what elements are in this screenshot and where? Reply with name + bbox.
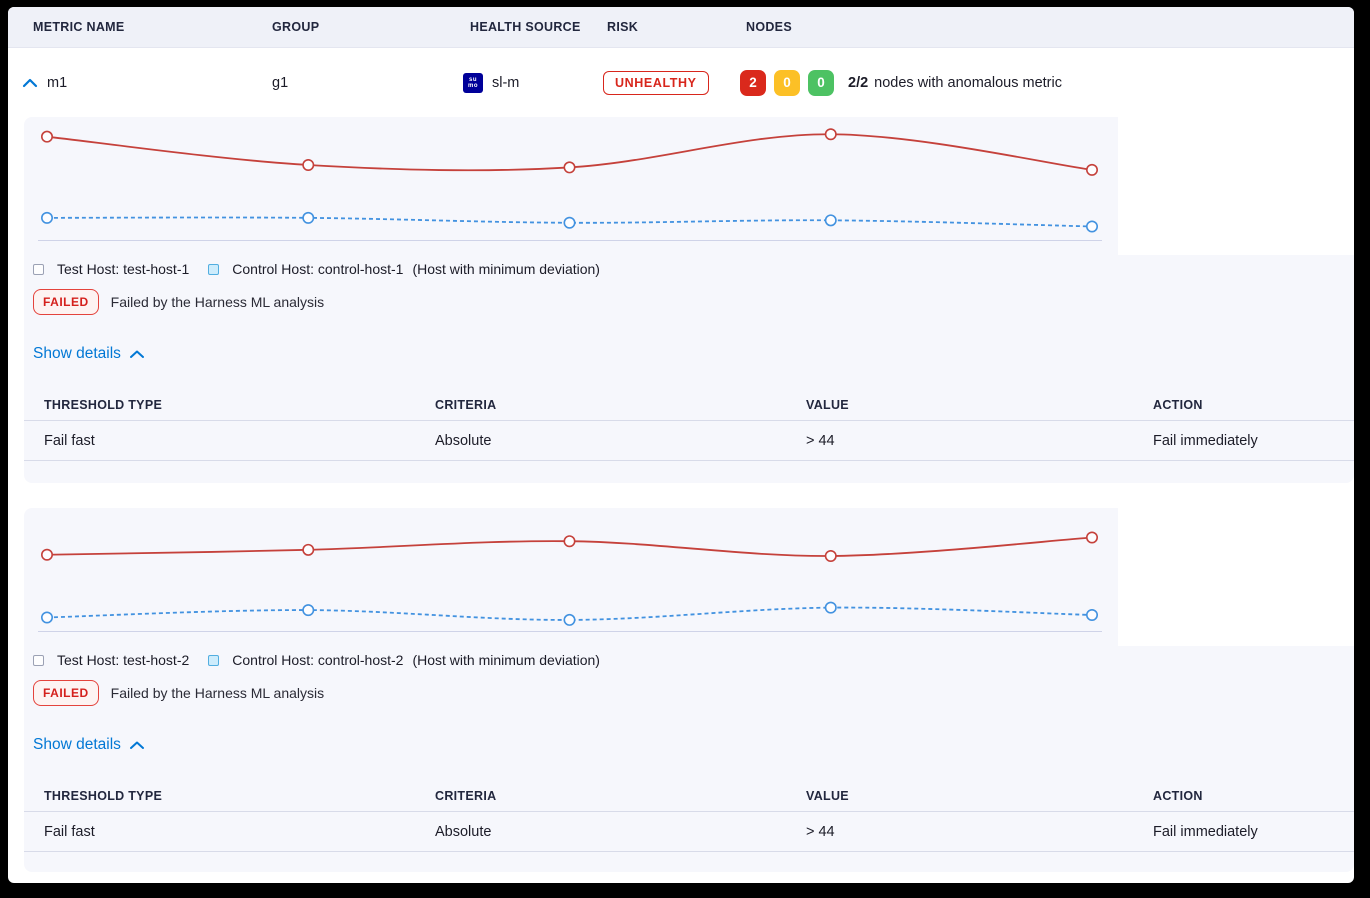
column-metric-name: METRIC NAME (33, 20, 125, 34)
data-point-marker (1086, 220, 1099, 233)
collapse-chevron-up-icon[interactable] (22, 78, 38, 88)
threshold-type-header: THRESHOLD TYPE (44, 397, 163, 412)
analysis-status-row-2: FAILED Failed by the Harness ML analysis (33, 680, 1354, 706)
action-cell: Fail immediately (1153, 823, 1258, 840)
chart-side-spacer-2 (1118, 508, 1354, 646)
data-point-marker (824, 601, 837, 614)
control-host-note: (Host with minimum deviation) (412, 261, 600, 277)
data-point-marker (302, 604, 315, 617)
health-source-cell: su mo sl-m (463, 72, 520, 93)
health-source-value: sl-m (492, 74, 520, 91)
column-health-source: HEALTH SOURCE (470, 20, 581, 34)
group-value: g1 (272, 74, 289, 91)
show-details-label: Show details (33, 345, 121, 362)
criteria-header: CRITERIA (435, 788, 497, 803)
chart-side-spacer-1 (1118, 117, 1354, 255)
timeseries-chart-2[interactable] (24, 508, 1118, 646)
control-host-note: (Host with minimum deviation) (412, 652, 600, 668)
control-host-checkbox[interactable] (208, 263, 220, 275)
control-host-checkbox[interactable] (208, 654, 220, 666)
chart-row-2 (24, 508, 1354, 646)
action-header: ACTION (1153, 397, 1203, 412)
data-point-marker (563, 535, 576, 548)
value-cell: > 44 (806, 823, 835, 840)
nodes-summary-text: nodes with anomalous metric (874, 74, 1062, 91)
test-host-checkbox[interactable] (33, 654, 44, 666)
threshold-type-header: THRESHOLD TYPE (44, 788, 163, 803)
data-point-marker (563, 161, 576, 174)
criteria-cell: Absolute (435, 432, 492, 449)
warning-nodes-badge: 0 (774, 69, 800, 96)
show-details-link-1[interactable]: Show details (33, 345, 144, 363)
analysis-status-row-1: FAILED Failed by the Harness ML analysis (33, 289, 1354, 315)
data-point-marker (40, 211, 53, 224)
data-point-marker (302, 543, 315, 556)
data-point-marker (824, 128, 837, 141)
nodes-summary: 2/2 nodes with anomalous metric (848, 75, 1062, 91)
risk-status-badge: UNHEALTHY (603, 70, 709, 95)
data-point-marker (40, 548, 53, 561)
threshold-table-2: THRESHOLD TYPE CRITERIA VALUE ACTION Fai… (24, 780, 1354, 852)
data-point-marker (40, 611, 53, 624)
analysis-status-message: Failed by the Harness ML analysis (110, 294, 325, 310)
chart-legend-1: Test Host: test-host-1 Control Host: con… (33, 261, 1354, 277)
chart-legend-2: Test Host: test-host-2 Control Host: con… (33, 652, 1354, 668)
unhealthy-nodes-badge: 2 (740, 69, 766, 96)
threshold-type-cell: Fail fast (44, 823, 95, 840)
test-host-checkbox[interactable] (33, 263, 44, 275)
criteria-cell: Absolute (435, 823, 492, 840)
sumo-icon-text-top: su (468, 76, 477, 83)
timeseries-chart-1[interactable] (24, 117, 1118, 255)
value-cell: > 44 (806, 432, 835, 449)
show-details-link-2[interactable]: Show details (33, 736, 144, 754)
threshold-table-row: Fail fast Absolute > 44 Fail immediately (24, 812, 1354, 852)
action-header: ACTION (1153, 788, 1203, 803)
sumo-logic-icon: su mo (463, 72, 483, 93)
data-point-marker (1086, 531, 1099, 544)
data-point-marker (563, 216, 576, 229)
healthy-nodes-badge: 0 (808, 69, 834, 96)
chevron-up-icon (129, 350, 144, 358)
nodes-ratio: 2/2 (848, 74, 869, 91)
data-point-marker (824, 214, 837, 227)
metric-name-value: m1 (47, 74, 68, 91)
action-cell: Fail immediately (1153, 432, 1258, 449)
failed-badge: FAILED (33, 680, 99, 706)
metric-row[interactable]: m1 g1 su mo sl-m UNHEALTHY 2 0 0 2/2 node… (8, 48, 1354, 117)
show-details-label: Show details (33, 736, 121, 753)
value-header: VALUE (806, 788, 849, 803)
chevron-up-icon (129, 741, 144, 749)
threshold-table-1: THRESHOLD TYPE CRITERIA VALUE ACTION Fai… (24, 389, 1354, 461)
threshold-type-cell: Fail fast (44, 432, 95, 449)
metrics-analysis-page: METRIC NAME GROUP HEALTH SOURCE RISK NOD… (8, 7, 1354, 883)
criteria-header: CRITERIA (435, 397, 497, 412)
threshold-table-row: Fail fast Absolute > 44 Fail immediately (24, 421, 1354, 461)
data-point-marker (563, 613, 576, 626)
threshold-table-header: THRESHOLD TYPE CRITERIA VALUE ACTION (24, 780, 1354, 812)
failed-badge: FAILED (33, 289, 99, 315)
data-point-marker (1086, 163, 1099, 176)
test-host-legend-label: Test Host: test-host-1 (57, 261, 190, 277)
nodes-cell: 2 0 0 2/2 nodes with anomalous metric (740, 69, 1062, 96)
control-host-legend-label: Control Host: control-host-1 (232, 261, 404, 277)
column-risk: RISK (607, 20, 639, 34)
test-host-legend-label: Test Host: test-host-2 (57, 652, 190, 668)
chart-row-1 (24, 117, 1354, 255)
analysis-status-message: Failed by the Harness ML analysis (110, 685, 325, 701)
data-point-marker (302, 211, 315, 224)
data-point-marker (824, 549, 837, 562)
panel-gap (8, 483, 1354, 508)
data-point-marker (40, 130, 53, 143)
value-header: VALUE (806, 397, 849, 412)
metrics-table-header: METRIC NAME GROUP HEALTH SOURCE RISK NOD… (8, 7, 1354, 48)
host-analysis-panel-1: Test Host: test-host-1 Control Host: con… (24, 117, 1354, 483)
control-host-legend-label: Control Host: control-host-2 (232, 652, 404, 668)
column-nodes: NODES (746, 20, 792, 34)
data-point-marker (302, 158, 315, 171)
threshold-table-header: THRESHOLD TYPE CRITERIA VALUE ACTION (24, 389, 1354, 421)
sumo-icon-text-bottom: mo (468, 82, 478, 89)
column-group: GROUP (272, 20, 320, 34)
data-point-marker (1086, 609, 1099, 622)
host-analysis-panel-2: Test Host: test-host-2 Control Host: con… (24, 508, 1354, 872)
